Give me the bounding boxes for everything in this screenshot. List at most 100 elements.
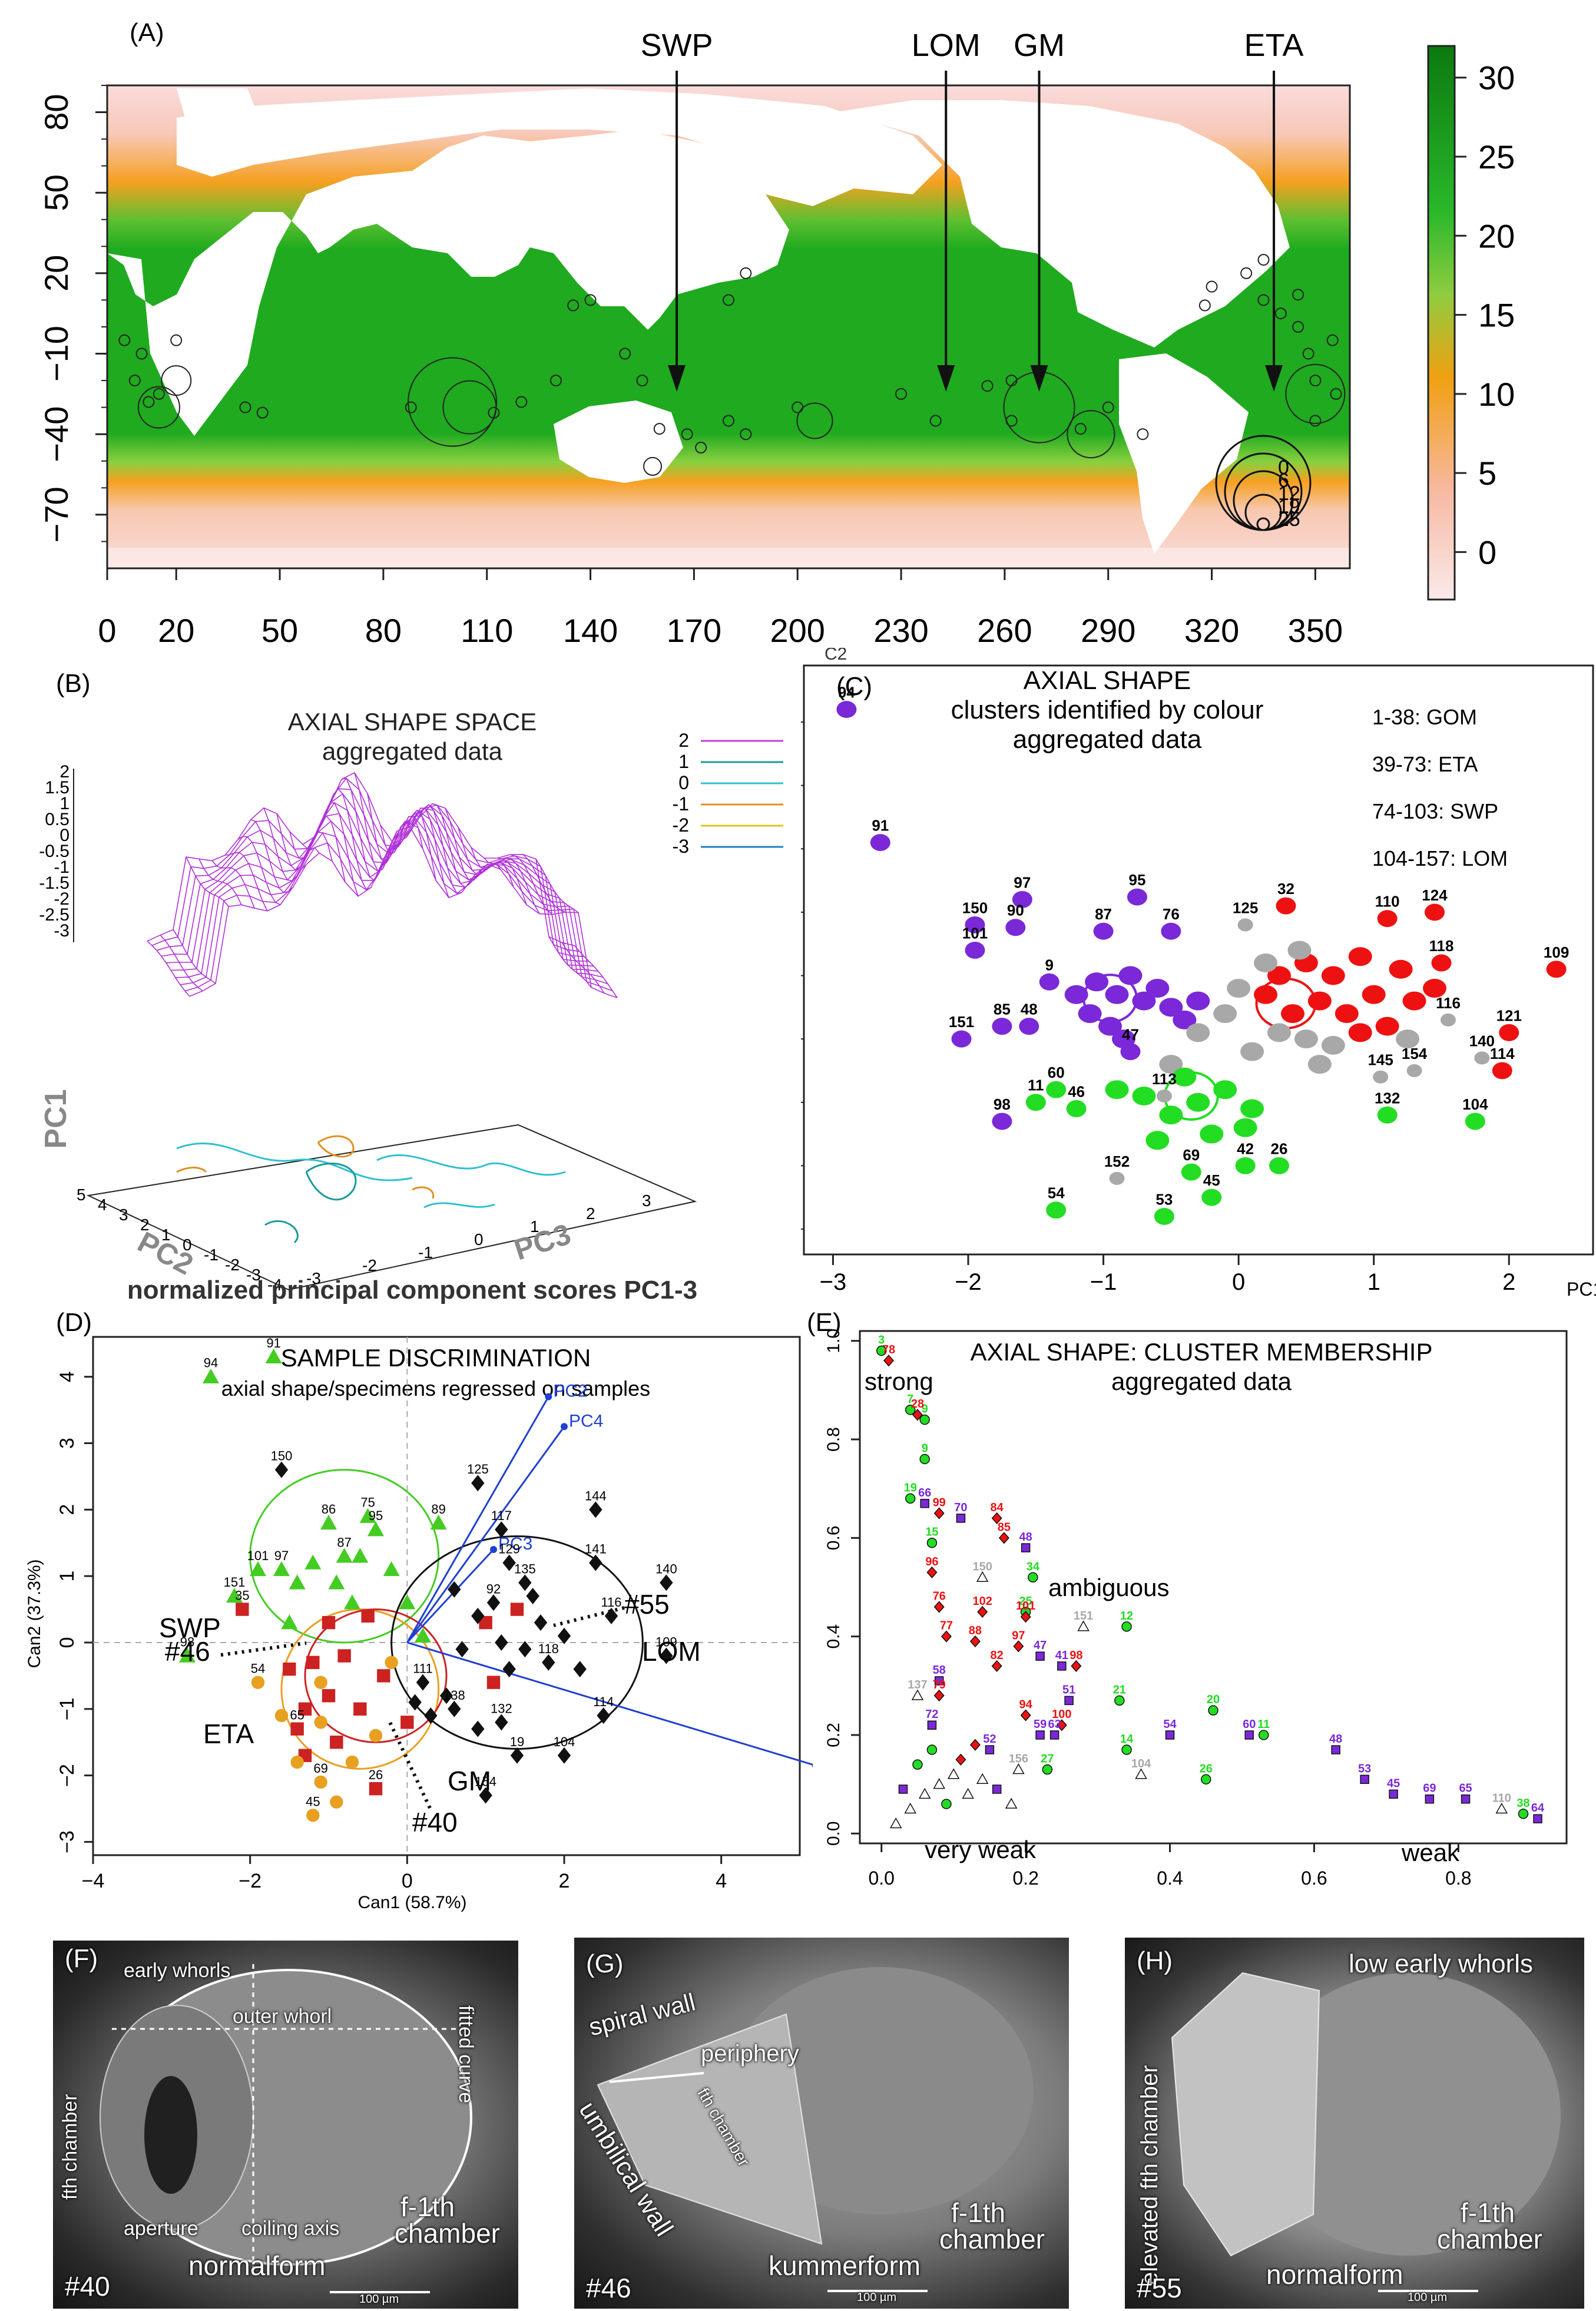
membership-point-label: 26 (1200, 1762, 1213, 1775)
membership-point-label: 41 (1055, 1649, 1068, 1662)
membership-point (1056, 1719, 1067, 1731)
y-tick-label: 0.6 (824, 1525, 843, 1550)
sample-circle-large (643, 456, 663, 476)
point-marker (345, 1755, 359, 1769)
membership-point (1201, 1774, 1211, 1784)
sample-circle (981, 380, 994, 392)
contour-line (176, 1167, 207, 1173)
pc-point-label: 76 (1163, 905, 1180, 923)
mesh-col (548, 936, 592, 988)
loading-vector (406, 1426, 565, 1643)
point-label: 69 (313, 1761, 327, 1776)
panel-e-title: AXIAL SHAPE: CLUSTER MEMBERSHIP (971, 1338, 1433, 1366)
pc-point (1373, 1070, 1389, 1084)
mesh-col (173, 929, 216, 984)
membership-point (1461, 1794, 1471, 1804)
label-aperture: aperture (124, 2217, 198, 2240)
legend-label: 1 (678, 751, 689, 772)
membership-point (933, 1507, 945, 1519)
pc-point (1046, 1081, 1067, 1098)
pc-point-label: 145 (1367, 1051, 1393, 1069)
colorbar-tick-label: 10 (1478, 376, 1515, 413)
membership-point-label: 53 (1358, 1762, 1371, 1775)
land-south-america (1119, 353, 1249, 554)
vector-label: PC3 (498, 1534, 532, 1554)
sample-circle (1074, 423, 1087, 435)
membership-point-label: 12 (1120, 1610, 1133, 1623)
pc-point (1156, 1089, 1172, 1103)
sample-circle (653, 423, 665, 435)
shape-mesh (147, 772, 618, 999)
site-label: SWP (641, 28, 713, 63)
pc-point-label: 87 (1095, 905, 1112, 923)
pc-point-label: 109 (1544, 943, 1569, 961)
sample-circle (1330, 388, 1342, 400)
x-tick-label: 140 (563, 612, 618, 649)
annotation-strong: strong (865, 1368, 933, 1395)
pc-point (1105, 985, 1129, 1004)
panel-d-ticks: −4 −2 0 2 4 4 3 2 1 0 −1 −2 −3 (56, 1337, 800, 1892)
membership-point-label: 59 (1034, 1718, 1047, 1731)
point-marker (495, 1521, 508, 1538)
pc-point-label: 125 (1233, 899, 1258, 916)
pc-point (1348, 1023, 1372, 1042)
colorbar-ticks: 30 25 20 15 10 5 0 (1455, 59, 1515, 571)
label-fitted-curve: fitted curve (455, 2005, 477, 2104)
pc-point (1173, 1067, 1197, 1087)
panel-c-scatter: C2 (C) AXIAL SHAPE clusters identified b… (801, 648, 1596, 1300)
group-ellipse (280, 1608, 440, 1770)
mesh-col (160, 935, 203, 992)
specimen-id: #55 (1137, 2273, 1182, 2303)
z-tick-label: -2 (54, 889, 69, 909)
y-tick-label: 0.0 (824, 1821, 843, 1846)
point-marker (439, 1687, 453, 1704)
membership-point-label: 64 (1531, 1802, 1545, 1815)
point-marker (589, 1501, 602, 1518)
point-marker (330, 1736, 343, 1749)
label-periphery: periphery (701, 2041, 799, 2067)
membership-point-label: 77 (940, 1620, 953, 1633)
pc-point (1348, 947, 1372, 966)
membership-point-label: 97 (1012, 1629, 1025, 1642)
membership-point-label: 96 (925, 1555, 938, 1568)
pc3-tick-label: 2 (586, 1204, 595, 1223)
point-label: 35 (235, 1588, 249, 1603)
pc3-tick-label: 3 (642, 1191, 651, 1210)
pc2-tick-label: 0 (183, 1236, 192, 1254)
annotation-very-weak: very weak (925, 1836, 1037, 1863)
sample-circle-large (137, 386, 180, 429)
group-labels: SWP ETA GM LOM #46 #40 #55 (159, 1589, 701, 1837)
membership-point (919, 1414, 930, 1425)
mesh-row (161, 793, 590, 962)
point-marker (399, 1594, 416, 1610)
point-label: 144 (585, 1488, 607, 1503)
point-marker (289, 1574, 306, 1590)
membership-point-label: 78 (882, 1343, 895, 1356)
point-marker (367, 1521, 384, 1537)
pc-point (1240, 1042, 1264, 1061)
y-tick-label: −70 (38, 486, 75, 542)
pc-point-label: 69 (1183, 1146, 1200, 1164)
point-marker (353, 1702, 367, 1716)
specimen-id: #46 (586, 2273, 631, 2303)
elevated-fth-chamber (1171, 1972, 1320, 2257)
pc-point (1402, 991, 1426, 1011)
membership-point (998, 1532, 1009, 1544)
contour-line (412, 1186, 435, 1199)
point-marker (304, 1554, 322, 1570)
sample-circle (170, 334, 183, 346)
membership-point-label: 70 (954, 1501, 967, 1514)
membership-point (1042, 1764, 1053, 1775)
y-tick-label: 20 (38, 255, 75, 292)
x-tick-label: 2 (1502, 1269, 1515, 1295)
panel-g-drawing (597, 1967, 1034, 2245)
mesh-row (151, 777, 580, 952)
panel-c-ticks: −3 −2 −1 0 1 2 (801, 721, 1515, 1295)
periphery-arrow (609, 2072, 704, 2083)
pc-point (1201, 1188, 1222, 1206)
y-tick-label: 0.2 (824, 1723, 843, 1747)
membership-point (883, 1355, 894, 1367)
x-tick-label: 320 (1184, 612, 1239, 649)
membership-point-label: 65 (1459, 1782, 1472, 1795)
pc2-tick-label: 5 (77, 1186, 86, 1204)
